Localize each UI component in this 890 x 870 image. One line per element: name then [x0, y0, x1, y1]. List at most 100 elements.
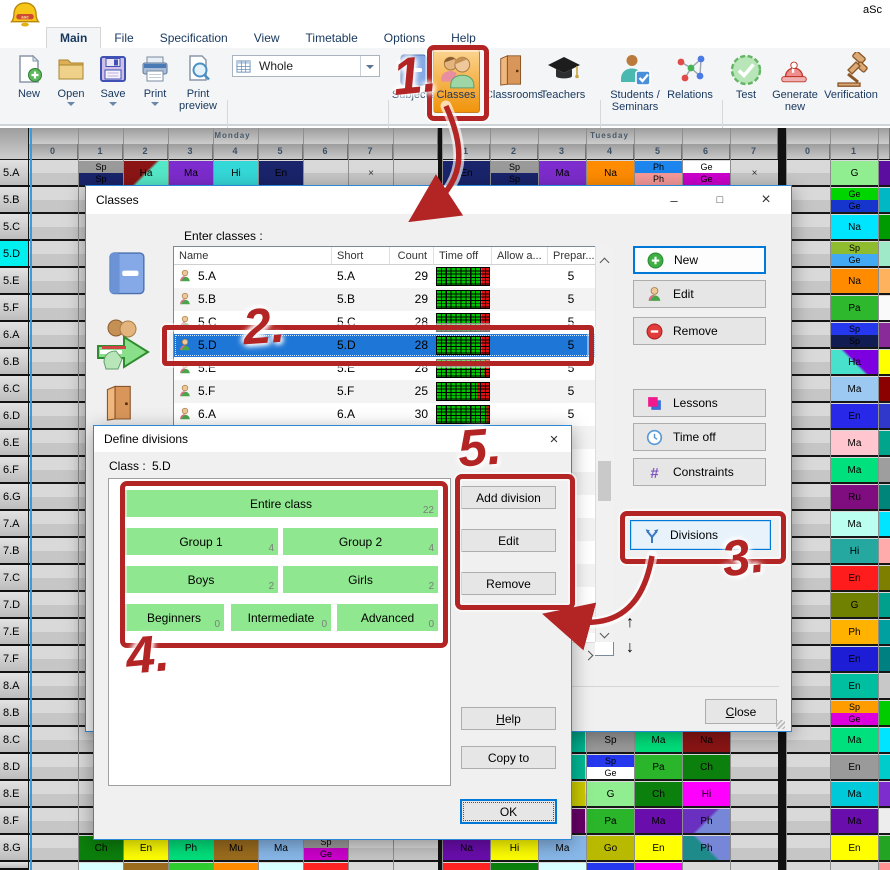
close-icon[interactable]: × — [549, 430, 559, 448]
timetable-cell[interactable]: Ma — [169, 161, 213, 185]
timetable-cell[interactable]: Hi — [491, 836, 538, 860]
timetable-cell[interactable]: Sp Sp — [79, 161, 123, 185]
row-label-7.A[interactable]: 7.A — [0, 511, 28, 538]
toolbar-students-seminars-button[interactable]: Students / Seminars — [605, 49, 665, 123]
column-header-allow-a-[interactable]: Allow a... — [492, 247, 548, 265]
toolbar-teachers-button[interactable]: Teachers — [533, 49, 593, 123]
timetable-cell[interactable]: En — [124, 836, 168, 860]
scroll-up-icon[interactable] — [599, 253, 610, 271]
view-combo[interactable]: Whole — [232, 55, 380, 77]
timetable-cell[interactable]: Ru — [831, 485, 878, 509]
time-off-bar[interactable] — [436, 267, 490, 286]
timetable-cell[interactable]: Ch — [683, 755, 730, 779]
row-label-5.E[interactable]: 5.E — [0, 268, 28, 295]
timetable-cell[interactable]: Ha — [831, 350, 878, 374]
division-block-advanced[interactable]: Advanced 0 — [337, 604, 438, 631]
timetable-cell[interactable]: Pa — [831, 296, 878, 320]
toolbar-print-button[interactable]: Print — [134, 50, 176, 122]
timetable-cell[interactable] — [879, 377, 890, 401]
timetable-cell[interactable] — [259, 863, 303, 870]
combo-dropdown-button[interactable] — [360, 56, 379, 76]
timetable-cell[interactable]: Ha — [124, 161, 168, 185]
timetable-cell[interactable] — [570, 782, 585, 806]
timetable-cell[interactable]: Ma — [831, 458, 878, 482]
timetable-cell[interactable] — [879, 836, 890, 860]
timetable-cell[interactable]: Pa — [635, 755, 682, 779]
timetable-cell[interactable]: En — [831, 674, 878, 698]
timetable-cell[interactable] — [879, 566, 890, 590]
timetable-cell[interactable] — [879, 782, 890, 806]
timetable-cell[interactable] — [879, 404, 890, 428]
dropdown-arrow-icon[interactable] — [109, 102, 117, 106]
new-button[interactable]: New — [633, 246, 766, 274]
timetable-cell[interactable]: En — [443, 161, 490, 185]
timetable-cell[interactable]: Ge Ge — [831, 188, 878, 212]
time-off-bar[interactable] — [436, 336, 490, 355]
timetable-cell[interactable] — [879, 215, 890, 239]
time-off-bar[interactable] — [436, 405, 490, 424]
row-label-6.G[interactable]: 6.G — [0, 484, 28, 511]
timetable-cell[interactable]: Ph — [169, 836, 213, 860]
timetable-cell[interactable] — [879, 701, 890, 725]
tab-timetable[interactable]: Timetable — [305, 31, 358, 45]
timetable-cell[interactable] — [879, 674, 890, 698]
move-up-button[interactable]: ↑ — [626, 614, 634, 631]
timetable-cell[interactable]: Hi — [214, 161, 258, 185]
row-label-8.E[interactable]: 8.E — [0, 781, 28, 808]
dropdown-arrow-icon[interactable] — [67, 102, 75, 106]
scrollbar-thumb[interactable] — [598, 461, 611, 501]
add-division-button[interactable]: Add division — [461, 486, 556, 509]
timetable-cell[interactable]: × — [368, 167, 374, 179]
timetable-cell[interactable]: En — [831, 404, 878, 428]
row-label-7.B[interactable]: 7.B — [0, 538, 28, 565]
timetable-cell[interactable]: Na — [831, 269, 878, 293]
minimize-icon[interactable]: – — [670, 192, 678, 208]
timetable-cell[interactable] — [124, 863, 168, 870]
row-label-6.A[interactable]: 6.A — [0, 322, 28, 349]
division-block-boys[interactable]: Boys 2 — [124, 566, 278, 593]
divisions-button[interactable]: Divisions — [630, 520, 771, 550]
row-label-7.F[interactable]: 7.F — [0, 646, 28, 673]
column-header-prepar-[interactable]: Prepar... — [548, 247, 597, 265]
row-label-6.B[interactable]: 6.B — [0, 349, 28, 376]
dropdown-arrow-icon[interactable] — [151, 102, 159, 106]
toolbar-new-button[interactable]: New — [8, 50, 50, 122]
row-label-6.C[interactable]: 6.C — [0, 376, 28, 403]
column-header-time-off[interactable]: Time off — [434, 247, 492, 265]
timetable-cell[interactable]: Mu — [214, 836, 258, 860]
toolbar-relations-button[interactable]: Relations — [660, 49, 720, 123]
timetable-cell[interactable] — [443, 863, 490, 870]
timetable-cell[interactable] — [491, 863, 538, 870]
timetable-cell[interactable] — [879, 458, 890, 482]
timetable-cell[interactable]: Ma — [539, 161, 586, 185]
tab-view[interactable]: View — [253, 31, 280, 45]
toolbar-subjects-button[interactable]: Subjects — [383, 49, 443, 123]
timetable-cell[interactable]: Ma — [539, 836, 586, 860]
row-label-5.D[interactable]: 5.D — [0, 241, 28, 268]
toolbar-generate-new-button[interactable]: Generate new — [765, 49, 825, 123]
timetable-cell[interactable]: En — [259, 161, 303, 185]
toolbar-open-button[interactable]: Open — [50, 50, 92, 122]
copy-to-button[interactable]: Copy to — [461, 746, 556, 769]
timetable-cell[interactable]: Ma — [831, 431, 878, 455]
timetable-cell[interactable] — [879, 728, 890, 752]
move-down-button[interactable]: ↓ — [626, 639, 634, 656]
maximize-icon[interactable]: □ — [716, 194, 724, 206]
table-vertical-scrollbar[interactable] — [595, 246, 614, 642]
timetable-cell[interactable]: Ma — [831, 809, 878, 833]
class-row-5.E[interactable]: 5.E 5.E 28 5 — [174, 357, 596, 380]
timetable-cell[interactable] — [879, 620, 890, 644]
row-label-5.A[interactable]: 5.A — [0, 160, 28, 187]
timetable-cell[interactable] — [304, 863, 348, 870]
time-off-bar[interactable] — [436, 290, 490, 309]
timetable-cell[interactable]: En — [831, 836, 878, 860]
timetable-cell[interactable]: Ma — [635, 809, 682, 833]
timetable-cell[interactable]: En — [831, 647, 878, 671]
row-label-8.G[interactable]: 8.G — [0, 835, 28, 862]
ok-button[interactable]: OK — [460, 799, 557, 824]
row-label-5.B[interactable]: 5.B — [0, 187, 28, 214]
row-label-6.D[interactable]: 6.D — [0, 403, 28, 430]
timetable-cell[interactable]: Sp Sp — [831, 323, 878, 347]
timetable-cell[interactable]: Ma — [259, 836, 303, 860]
timetable-cell[interactable]: × — [751, 167, 758, 179]
